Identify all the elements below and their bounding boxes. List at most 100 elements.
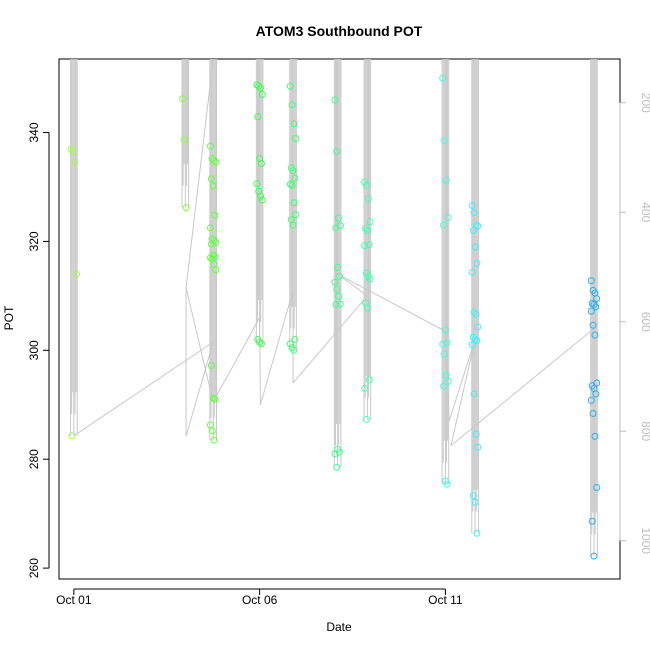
data-point xyxy=(289,221,297,229)
data-point xyxy=(444,213,452,221)
data-point xyxy=(588,517,596,525)
data-point xyxy=(362,415,370,423)
data-point xyxy=(292,134,300,142)
data-point xyxy=(363,227,371,235)
data-point xyxy=(472,221,480,229)
data-point xyxy=(290,199,298,207)
data-point xyxy=(362,224,370,232)
data-point xyxy=(335,448,343,456)
right-tick-label: 600 xyxy=(639,312,650,332)
data-point xyxy=(258,196,266,204)
data-point xyxy=(470,390,478,398)
data-point xyxy=(472,430,480,438)
profile-connector xyxy=(337,273,446,332)
data-point xyxy=(474,323,482,331)
right-tick-label: 800 xyxy=(639,421,650,441)
data-point xyxy=(442,176,450,184)
data-point xyxy=(440,137,448,145)
data-point xyxy=(286,82,294,90)
data-point xyxy=(286,340,294,348)
y-tick-label: 260 xyxy=(27,558,41,578)
y-axis: 260 280 300 320 340 xyxy=(27,122,50,578)
data-point xyxy=(257,84,265,92)
data-point xyxy=(68,432,76,440)
data-point xyxy=(331,450,339,458)
data-point xyxy=(206,421,214,429)
data-point xyxy=(474,222,482,230)
data-point xyxy=(366,275,374,283)
data-point xyxy=(440,382,448,390)
data-point xyxy=(589,321,597,329)
data-point xyxy=(179,95,187,103)
data-point xyxy=(439,340,447,348)
x-axis-label: Date xyxy=(326,620,352,634)
data-point xyxy=(209,182,217,190)
profile-connector xyxy=(185,342,214,437)
data-point xyxy=(257,192,265,200)
data-point xyxy=(290,346,298,354)
data-point xyxy=(590,301,598,309)
data-point xyxy=(469,492,477,500)
data-point xyxy=(333,285,341,293)
data-point xyxy=(206,224,214,232)
y-tick-label: 300 xyxy=(27,340,41,360)
data-point xyxy=(334,264,342,272)
data-point xyxy=(444,377,452,385)
data-point xyxy=(210,157,218,165)
data-point xyxy=(208,155,216,163)
data-point xyxy=(333,463,341,471)
data-point xyxy=(471,243,479,251)
data-point xyxy=(211,395,219,403)
data-point xyxy=(207,362,215,370)
y-tick-label: 280 xyxy=(27,449,41,469)
data-point xyxy=(361,242,369,250)
data-point xyxy=(253,180,261,188)
data-point xyxy=(587,307,595,315)
data-point xyxy=(292,211,300,219)
profile-connector xyxy=(450,328,595,446)
data-point xyxy=(587,277,595,285)
x-tick-label: Oct 01 xyxy=(56,593,92,607)
data-point xyxy=(209,394,217,402)
data-point xyxy=(255,82,263,90)
chart-title: ATOM3 Southbound POT xyxy=(256,23,423,39)
profile-lines xyxy=(70,58,598,557)
profile-connector xyxy=(185,58,214,288)
data-point xyxy=(212,238,220,246)
right-axis: 200 400 600 800 1000 xyxy=(619,93,650,554)
data-point xyxy=(206,254,214,262)
data-point xyxy=(335,272,343,280)
data-point xyxy=(366,218,374,226)
y-tick-label: 340 xyxy=(27,122,41,142)
data-point xyxy=(591,331,599,339)
data-point xyxy=(206,142,214,150)
data-point xyxy=(336,300,344,308)
data-point xyxy=(473,529,481,537)
data-point xyxy=(180,136,188,144)
data-point xyxy=(469,227,477,235)
right-tick-label: 1000 xyxy=(639,527,650,554)
data-point xyxy=(470,209,478,217)
data-point xyxy=(335,292,343,300)
data-point xyxy=(443,480,451,488)
data-point xyxy=(592,390,600,398)
data-point xyxy=(472,310,480,318)
data-point xyxy=(589,409,597,417)
profile-connector xyxy=(259,290,294,405)
data-point xyxy=(71,158,79,166)
data-point xyxy=(335,214,343,222)
profile-connector xyxy=(450,339,476,446)
data-point xyxy=(288,101,296,109)
data-point xyxy=(332,301,340,309)
data-point xyxy=(331,96,339,104)
x-tick-label: Oct 11 xyxy=(428,593,463,607)
data-point xyxy=(257,160,265,168)
data-point xyxy=(473,259,481,267)
data-point xyxy=(443,339,451,347)
data-point xyxy=(592,303,600,311)
y-tick-label: 320 xyxy=(27,231,41,251)
data-point xyxy=(468,341,476,349)
data-point xyxy=(363,304,371,312)
data-point xyxy=(69,148,77,156)
